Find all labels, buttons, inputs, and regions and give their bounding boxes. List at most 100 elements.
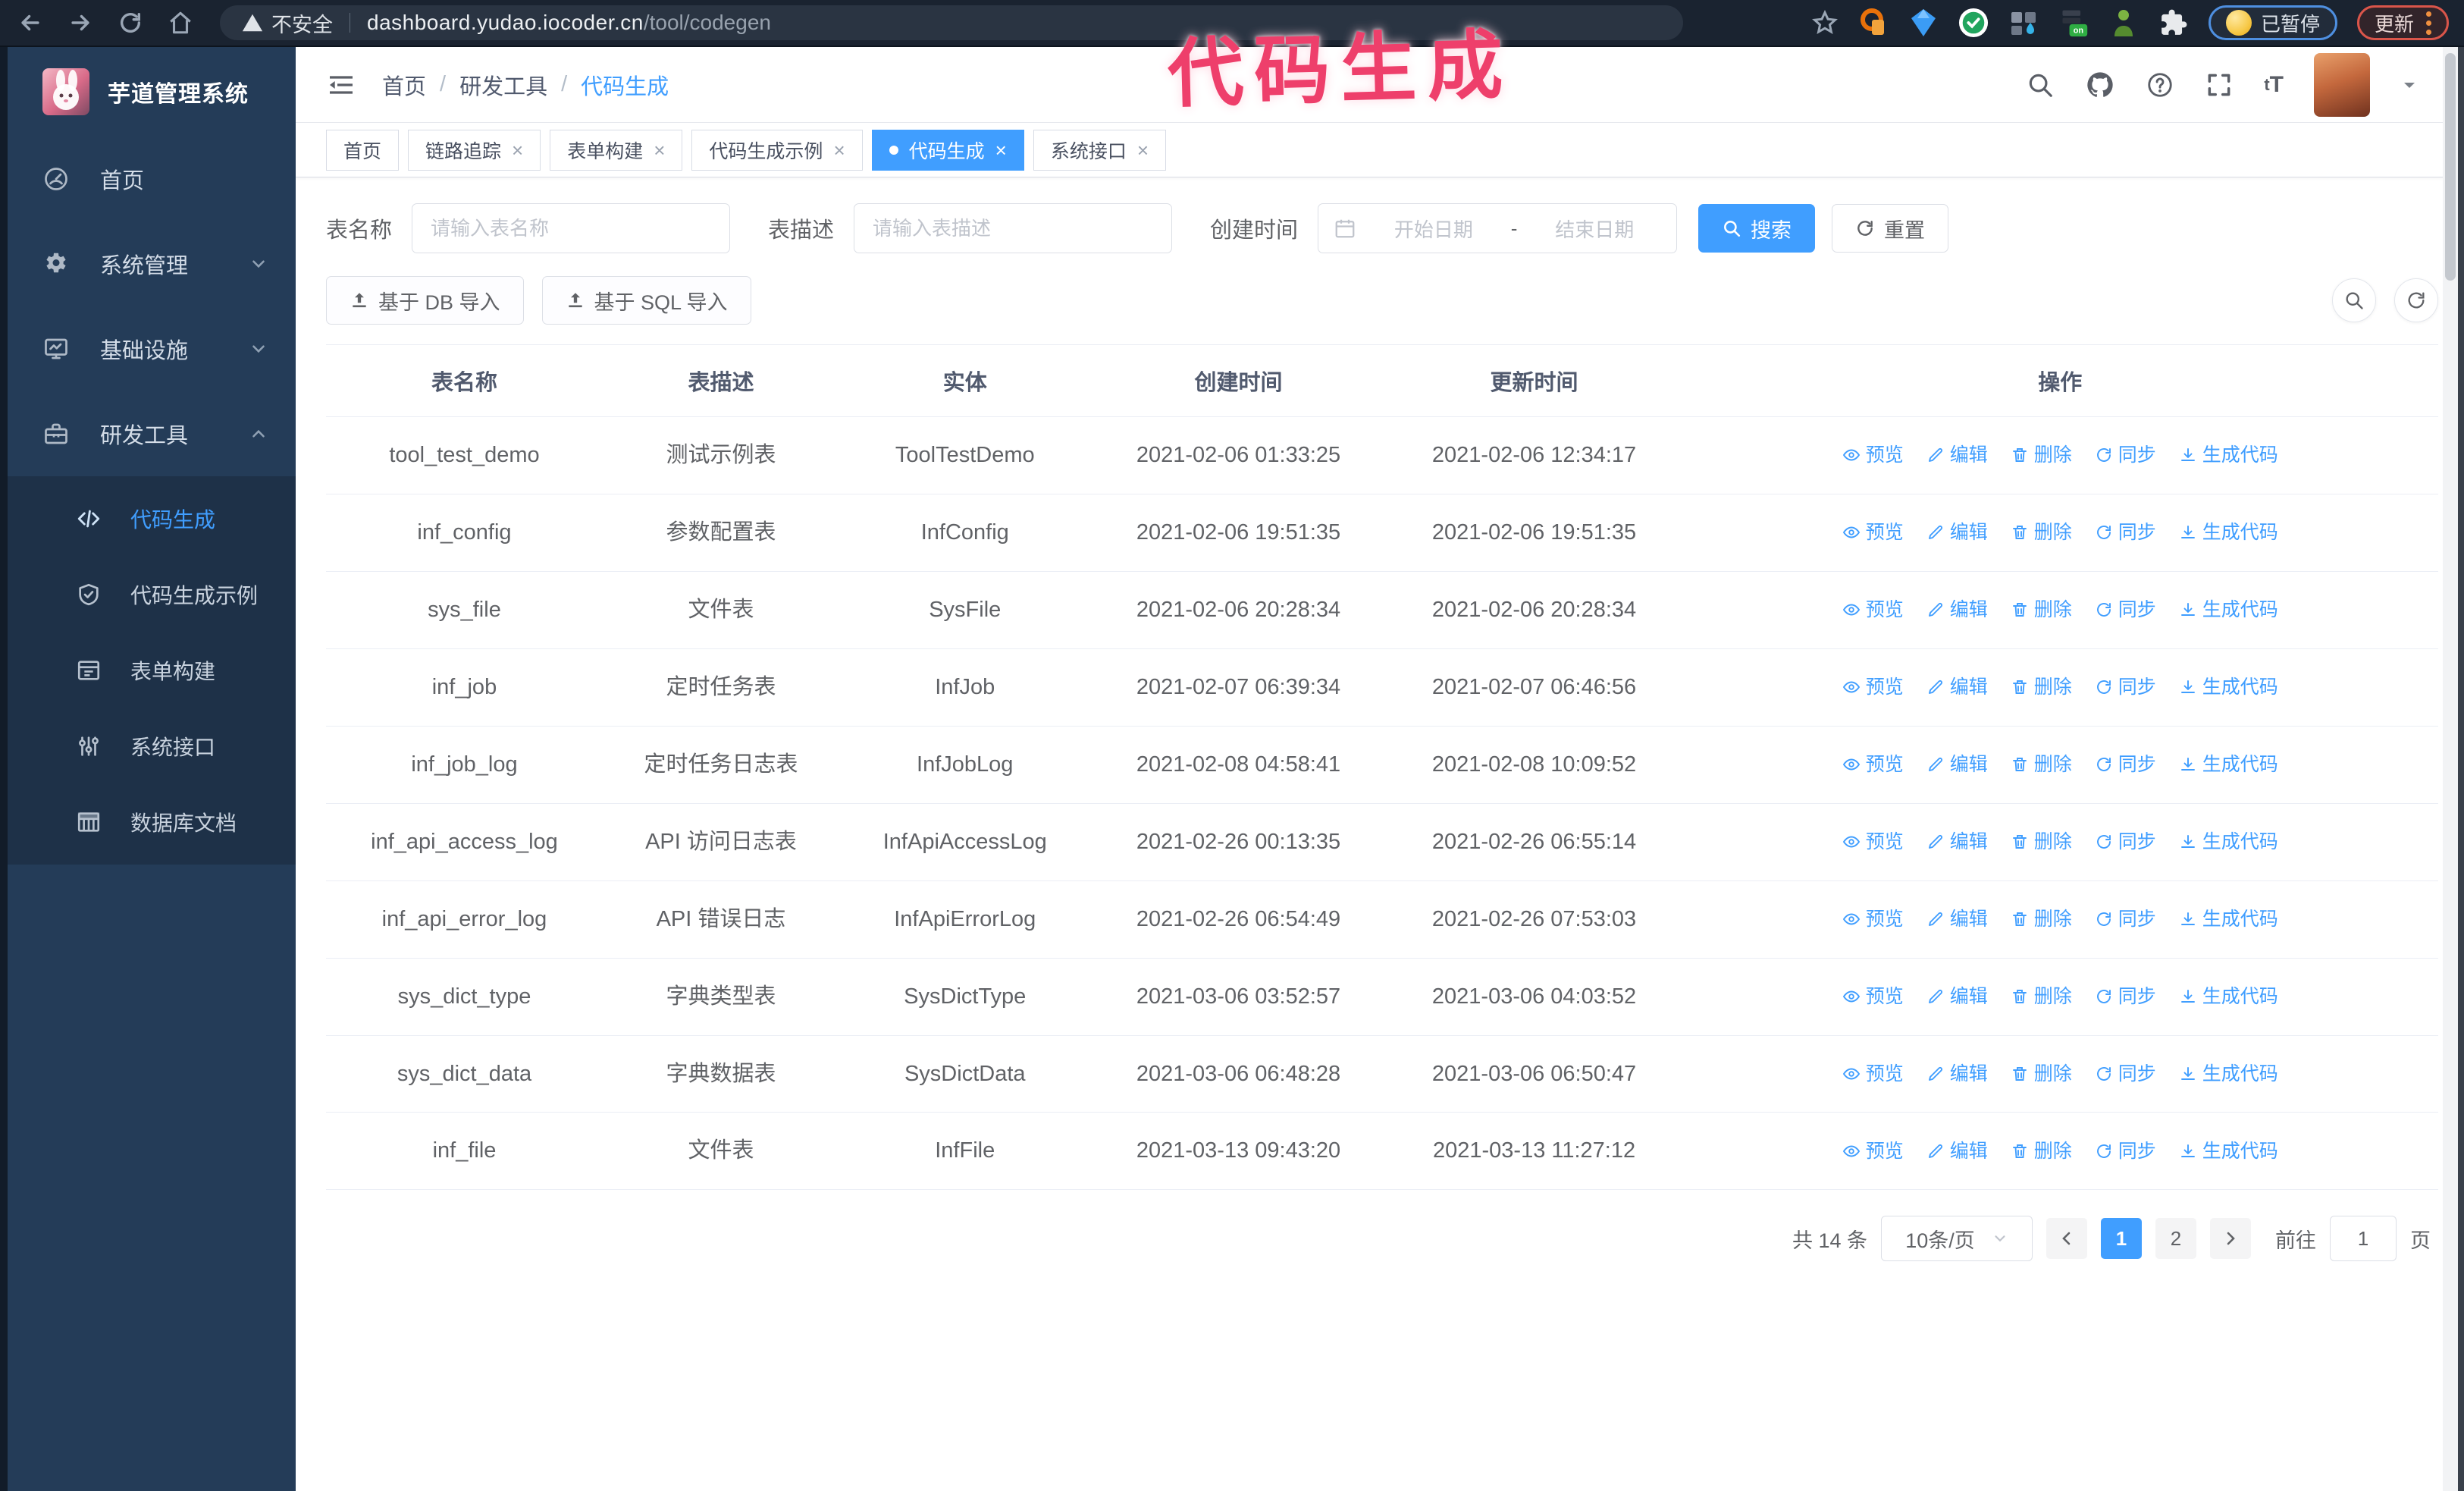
sync-action[interactable]: 同步 — [2095, 595, 2156, 625]
back-icon[interactable] — [11, 3, 50, 42]
page-button-1[interactable]: 1 — [2101, 1218, 2142, 1260]
edit-action[interactable]: 编辑 — [1926, 518, 1988, 548]
preview-action[interactable]: 预览 — [1842, 673, 1904, 702]
sidebar-item-database-doc[interactable]: 数据库文档 — [0, 784, 296, 860]
edit-action[interactable]: 编辑 — [1926, 827, 1988, 857]
browser-update-button[interactable]: 更新 — [2356, 5, 2449, 40]
sidebar-item-code-generation[interactable]: 代码生成 — [0, 481, 296, 557]
breadcrumb-dev-tools[interactable]: 研发工具 — [459, 74, 548, 99]
edit-action[interactable]: 编辑 — [1926, 673, 1988, 702]
close-icon[interactable]: × — [1136, 139, 1149, 162]
browser-profile-badge[interactable]: 已暂停 — [2208, 5, 2337, 40]
close-icon[interactable]: × — [995, 139, 1007, 162]
home-icon[interactable] — [161, 3, 200, 42]
preview-action[interactable]: 预览 — [1842, 1137, 1904, 1166]
sidebar-item-form-builder[interactable]: 表单构建 — [0, 632, 296, 708]
delete-action[interactable]: 删除 — [2011, 441, 2072, 470]
delete-action[interactable]: 删除 — [2011, 827, 2072, 857]
sync-action[interactable]: 同步 — [2095, 1137, 2156, 1166]
sidebar-item-home[interactable]: 首页 — [0, 137, 296, 221]
extension-icon-grid-drop[interactable] — [2008, 8, 2039, 38]
import-db-button[interactable]: 基于 DB 导入 — [326, 276, 524, 325]
generate-code-action[interactable]: 生成代码 — [2179, 518, 2278, 548]
page-button-2[interactable]: 2 — [2155, 1218, 2196, 1260]
edit-action[interactable]: 编辑 — [1926, 750, 1988, 780]
generate-code-action[interactable]: 生成代码 — [2179, 441, 2278, 470]
forward-icon[interactable] — [61, 3, 100, 42]
preview-action[interactable]: 预览 — [1842, 750, 1904, 780]
delete-action[interactable]: 删除 — [2011, 905, 2072, 934]
edit-action[interactable]: 编辑 — [1926, 1137, 1988, 1166]
sidebar-item-codegen-example[interactable]: 代码生成示例 — [0, 557, 296, 632]
sync-action[interactable]: 同步 — [2095, 1059, 2156, 1089]
next-page-button[interactable] — [2210, 1218, 2251, 1260]
edit-action[interactable]: 编辑 — [1926, 441, 1988, 470]
delete-action[interactable]: 删除 — [2011, 595, 2072, 625]
goto-page-input[interactable] — [2330, 1216, 2397, 1262]
fullscreen-icon[interactable] — [2205, 71, 2234, 99]
reset-button[interactable]: 重置 — [1832, 204, 1949, 253]
page-scrollbar[interactable] — [2443, 47, 2458, 1491]
delete-action[interactable]: 删除 — [2011, 1137, 2072, 1166]
delete-action[interactable]: 删除 — [2011, 518, 2072, 548]
edit-action[interactable]: 编辑 — [1926, 595, 1988, 625]
table-desc-input[interactable] — [854, 203, 1173, 253]
tab-codegen-example[interactable]: 代码生成示例 × — [691, 130, 863, 171]
sidebar-item-infrastructure[interactable]: 基础设施 — [0, 306, 296, 391]
address-bar[interactable]: 不安全 dashboard.yudao.iocoder.cn /tool/cod… — [220, 5, 1683, 40]
bookmark-star-icon[interactable] — [1811, 9, 1839, 36]
scrollbar-thumb[interactable] — [2445, 53, 2456, 281]
delete-action[interactable]: 删除 — [2011, 1059, 2072, 1089]
generate-code-action[interactable]: 生成代码 — [2179, 982, 2278, 1012]
sync-action[interactable]: 同步 — [2095, 905, 2156, 934]
extension-icon-green-figure[interactable] — [2108, 8, 2139, 38]
delete-action[interactable]: 删除 — [2011, 750, 2072, 780]
sync-action[interactable]: 同步 — [2095, 441, 2156, 470]
tab-system-api[interactable]: 系统接口 × — [1033, 130, 1167, 171]
sync-action[interactable]: 同步 — [2095, 673, 2156, 702]
edit-action[interactable]: 编辑 — [1926, 1059, 1988, 1089]
help-icon[interactable] — [2146, 71, 2174, 99]
refresh-table-button[interactable] — [2394, 278, 2438, 322]
search-button[interactable]: 搜索 — [1698, 204, 1816, 253]
extension-icon-dark-on-badge[interactable]: on — [2058, 8, 2089, 38]
table-name-input[interactable] — [412, 203, 731, 253]
extensions-puzzle-icon[interactable] — [2158, 8, 2189, 38]
import-sql-button[interactable]: 基于 SQL 导入 — [541, 276, 751, 325]
sync-action[interactable]: 同步 — [2095, 982, 2156, 1012]
sidebar-item-system-api[interactable]: 系统接口 — [0, 708, 296, 784]
sidebar-item-dev-tools[interactable]: 研发工具 — [0, 391, 296, 476]
app-logo-row[interactable]: 芋道管理系统 — [0, 47, 296, 137]
preview-action[interactable]: 预览 — [1842, 982, 1904, 1012]
preview-action[interactable]: 预览 — [1842, 905, 1904, 934]
sync-action[interactable]: 同步 — [2095, 827, 2156, 857]
not-secure-warning[interactable]: 不安全 — [241, 8, 333, 38]
sidebar-item-system-management[interactable]: 系统管理 — [0, 221, 296, 306]
tab-code-generation[interactable]: 代码生成 × — [871, 130, 1024, 171]
search-icon[interactable] — [2026, 71, 2055, 99]
sidebar-collapse-icon[interactable] — [326, 70, 356, 100]
preview-action[interactable]: 预览 — [1842, 595, 1904, 625]
sync-action[interactable]: 同步 — [2095, 750, 2156, 780]
preview-action[interactable]: 预览 — [1842, 1059, 1904, 1089]
close-icon[interactable]: × — [654, 139, 666, 162]
generate-code-action[interactable]: 生成代码 — [2179, 1059, 2278, 1089]
generate-code-action[interactable]: 生成代码 — [2179, 673, 2278, 702]
edit-action[interactable]: 编辑 — [1926, 905, 1988, 934]
edit-action[interactable]: 编辑 — [1926, 982, 1988, 1012]
generate-code-action[interactable]: 生成代码 — [2179, 595, 2278, 625]
preview-action[interactable]: 预览 — [1842, 441, 1904, 470]
tab-form-builder[interactable]: 表单构建 × — [550, 130, 683, 171]
date-end-placeholder[interactable]: 结束日期 — [1555, 218, 1635, 241]
generate-code-action[interactable]: 生成代码 — [2179, 827, 2278, 857]
user-avatar[interactable] — [2314, 52, 2370, 117]
delete-action[interactable]: 删除 — [2011, 982, 2072, 1012]
delete-action[interactable]: 删除 — [2011, 673, 2072, 702]
sync-action[interactable]: 同步 — [2095, 518, 2156, 548]
prev-page-button[interactable] — [2046, 1218, 2087, 1260]
preview-action[interactable]: 预览 — [1842, 518, 1904, 548]
generate-code-action[interactable]: 生成代码 — [2179, 750, 2278, 780]
date-start-placeholder[interactable]: 开始日期 — [1393, 218, 1473, 241]
date-range-picker[interactable]: 开始日期 - 结束日期 — [1318, 203, 1678, 253]
